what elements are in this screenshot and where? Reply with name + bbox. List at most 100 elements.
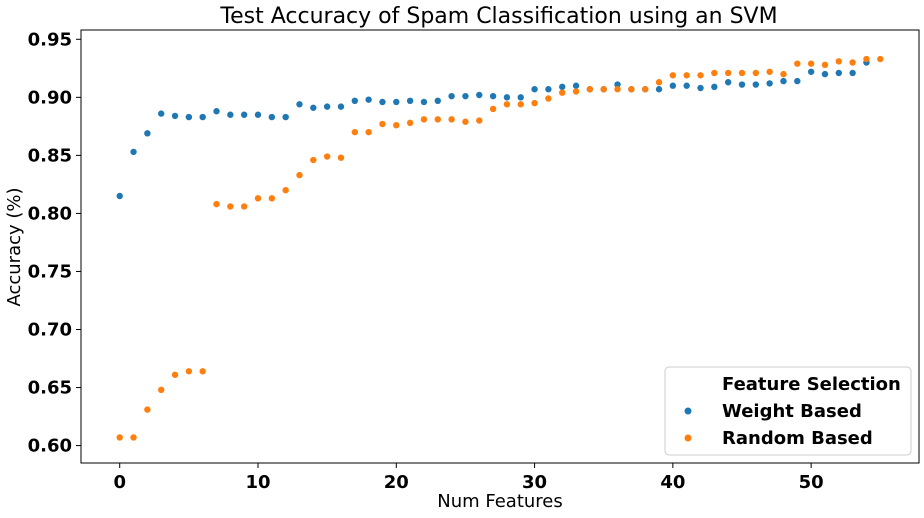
data-point (310, 156, 317, 164)
y-tick-label: 0.65 (28, 378, 72, 399)
data-point (199, 368, 206, 375)
data-point (641, 86, 649, 93)
data-point (683, 82, 690, 89)
data-point (448, 92, 455, 100)
data-point (711, 69, 718, 77)
data-point (227, 111, 234, 118)
data-point (144, 130, 151, 137)
data-point (835, 69, 842, 77)
data-point (517, 94, 524, 101)
data-point (655, 86, 663, 93)
data-point (296, 171, 303, 179)
x-tick-label: 30 (522, 472, 547, 493)
data-point (213, 108, 220, 115)
data-point (545, 86, 552, 93)
data-point (268, 113, 276, 121)
data-point (752, 69, 760, 77)
data-point (254, 195, 262, 202)
data-point (379, 98, 386, 106)
data-point (337, 103, 345, 110)
data-point (683, 72, 690, 79)
data-point (406, 119, 414, 127)
data-point (849, 69, 856, 77)
data-point (766, 80, 773, 87)
x-tick-label: 10 (245, 472, 270, 493)
data-point (724, 79, 732, 86)
data-point (185, 368, 193, 375)
y-tick-label: 0.75 (28, 261, 72, 282)
y-tick-label: 0.85 (28, 145, 72, 166)
legend-marker-weight-based (684, 407, 692, 415)
data-point (559, 83, 566, 91)
data-point (877, 55, 884, 63)
data-point (351, 97, 359, 105)
data-point (130, 148, 137, 156)
y-tick-label: 0.95 (28, 29, 72, 50)
data-point (476, 91, 483, 99)
data-point (711, 83, 718, 91)
data-point (600, 86, 607, 93)
data-point (628, 86, 635, 93)
data-point (559, 89, 566, 96)
data-point (531, 86, 538, 93)
data-point (697, 84, 704, 92)
data-point (158, 386, 165, 394)
data-point (379, 120, 386, 128)
x-axis: 0 10 20 30 40 50 (113, 463, 824, 493)
plot-area (116, 55, 884, 441)
data-point (669, 72, 677, 79)
data-point (780, 77, 787, 85)
data-point (282, 113, 289, 121)
data-point (752, 81, 760, 88)
data-point (434, 116, 441, 123)
data-point (116, 434, 123, 441)
legend: Feature Selection Weight Based Random Ba… (664, 366, 912, 456)
data-point (116, 192, 123, 200)
data-point (821, 70, 829, 78)
data-point (863, 55, 870, 63)
data-point (655, 79, 663, 86)
data-point (531, 99, 538, 107)
data-point (697, 72, 704, 79)
legend-marker-random-based (684, 434, 692, 442)
y-axis: 0.60 0.65 0.70 0.75 0.80 0.85 0.90 0.95 (28, 29, 81, 457)
data-point (807, 68, 815, 75)
data-point (572, 88, 580, 95)
data-point (448, 116, 455, 123)
data-point (365, 128, 372, 136)
x-tick-label: 50 (799, 472, 824, 493)
series-random-based (116, 55, 884, 441)
data-point (821, 61, 829, 69)
data-point (199, 113, 206, 121)
data-point (171, 371, 179, 378)
data-point (282, 186, 289, 194)
data-point (240, 203, 248, 210)
data-point (213, 200, 220, 208)
data-point (835, 58, 842, 65)
data-point (337, 154, 345, 161)
data-point (738, 81, 746, 88)
data-point (503, 94, 511, 101)
chart-title: Test Accuracy of Spam Classification usi… (219, 4, 777, 29)
x-axis-label: Num Features (437, 491, 563, 512)
data-point (420, 116, 428, 123)
y-tick-label: 0.70 (28, 320, 72, 341)
data-point (503, 101, 511, 108)
data-point (489, 92, 497, 100)
data-point (158, 110, 165, 117)
data-point (462, 118, 469, 125)
data-point (669, 82, 677, 89)
data-point (794, 77, 801, 85)
data-point (766, 68, 773, 75)
data-point (614, 81, 621, 88)
data-point (365, 96, 372, 103)
data-point (489, 105, 497, 113)
data-point (780, 70, 787, 78)
legend-label-weight-based: Weight Based (722, 401, 862, 422)
data-point (545, 95, 552, 102)
data-point (254, 111, 262, 118)
data-point (240, 111, 248, 118)
x-tick-label: 0 (113, 472, 126, 493)
data-point (171, 112, 179, 120)
